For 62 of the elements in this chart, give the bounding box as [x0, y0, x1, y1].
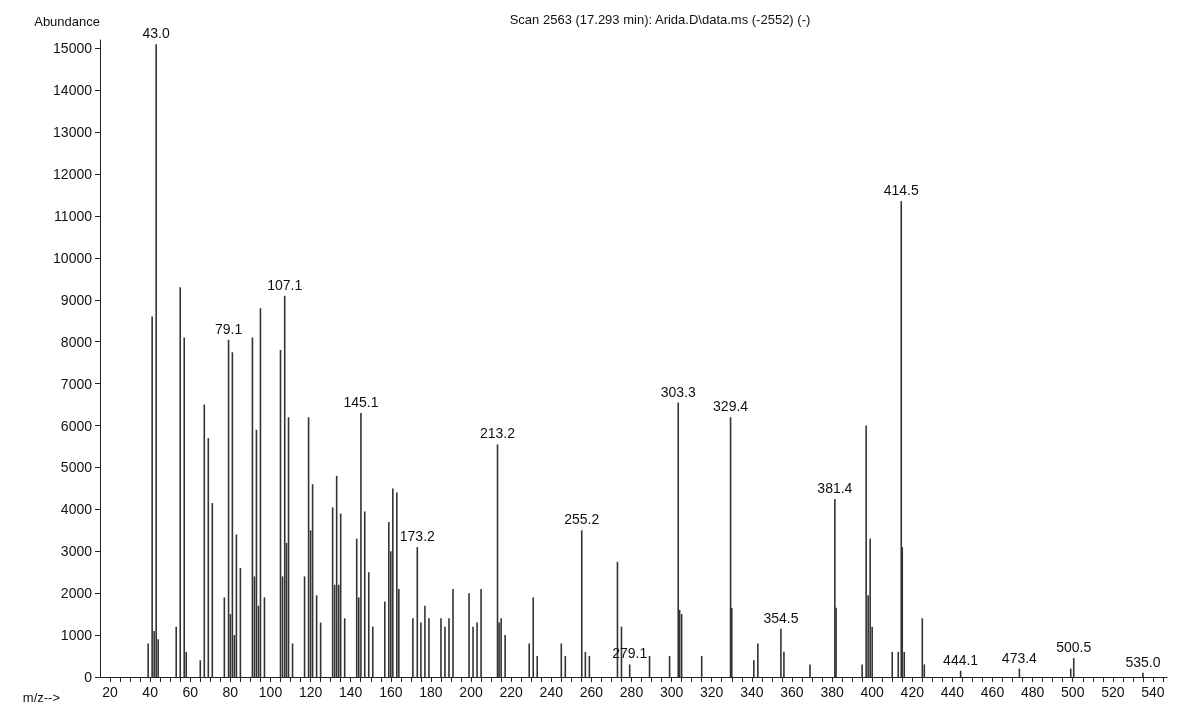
y-tick-label: 1000: [60, 627, 93, 644]
x-tick-label: 380: [820, 684, 844, 700]
x-tick-label: 240: [539, 684, 564, 700]
x-axis-title: m/z-->: [22, 690, 60, 705]
annotation: 329.4: [713, 398, 749, 415]
annotation: 500.5: [1056, 639, 1092, 656]
x-tick-label: 40: [142, 684, 159, 700]
x-tick-label: 180: [419, 684, 443, 700]
annotation: 535.0: [1125, 653, 1161, 670]
y-tick-label: 6000: [60, 417, 93, 434]
x-tick-label: 120: [298, 684, 323, 700]
y-tick-label: 8000: [60, 333, 93, 350]
y-tick-label: 3000: [60, 543, 93, 560]
annotation: 381.4: [817, 479, 853, 496]
x-tick-label: 460: [980, 684, 1005, 700]
x-tick-label: 20: [102, 684, 119, 700]
annotation: 303.3: [660, 383, 696, 400]
x-tick-label: 80: [222, 684, 239, 700]
y-tick-label: 15000: [53, 40, 93, 57]
x-tick-label: 480: [1020, 684, 1045, 700]
x-tick-label: 500: [1061, 684, 1085, 700]
annotation: 444.1: [943, 651, 979, 668]
annotation: 43.0: [142, 25, 170, 42]
annotation: 354.5: [763, 609, 799, 626]
y-tick-label: 4000: [60, 501, 93, 518]
x-tick-label: 200: [459, 684, 483, 700]
x-tick-label: 100: [258, 684, 283, 700]
x-tick-label: 340: [740, 684, 764, 700]
x-tick-label: 60: [182, 684, 199, 700]
x-tick-label: 360: [780, 684, 804, 700]
y-tick-label: 12000: [53, 166, 93, 183]
y-tick-label: 0: [84, 669, 93, 685]
annotation: 213.2: [479, 425, 516, 442]
y-tick-label: 7000: [60, 375, 93, 392]
annotation: 173.2: [399, 528, 436, 545]
x-tick-label: 220: [499, 684, 524, 700]
y-tick-label: 14000: [53, 82, 93, 99]
annotation: 414.5: [883, 182, 919, 199]
x-tick-label: 300: [659, 684, 684, 700]
y-tick-label: 2000: [60, 585, 93, 602]
y-tick-label: 13000: [53, 124, 93, 141]
x-tick-label: 440: [940, 684, 965, 700]
x-tick-label: 540: [1141, 684, 1165, 700]
y-tick-label: 9000: [60, 291, 93, 308]
annotation: 145.1: [343, 393, 379, 410]
y-tick-label: 5000: [60, 459, 93, 476]
y-axis-title: Abundance: [34, 14, 100, 29]
x-tick-label: 320: [700, 684, 724, 700]
x-tick-label: 140: [339, 684, 363, 700]
annotation: 107.1: [267, 276, 303, 293]
y-tick-label: 10000: [53, 249, 93, 266]
x-tick-label: 520: [1101, 684, 1125, 700]
chart-title: Scan 2563 (17.293 min): Arida.D\data.ms (-2552) (-): [509, 12, 811, 27]
annotation: 79.1: [214, 320, 243, 337]
annotation: 473.4: [1001, 649, 1038, 666]
x-tick-label: 400: [860, 684, 885, 700]
x-tick-label: 420: [900, 684, 925, 700]
x-tick-label: 260: [579, 684, 604, 700]
x-tick-label: 280: [619, 684, 644, 700]
x-tick-label: 160: [379, 684, 403, 700]
annotation: 255.2: [564, 511, 600, 528]
y-tick-label: 11000: [54, 208, 93, 225]
